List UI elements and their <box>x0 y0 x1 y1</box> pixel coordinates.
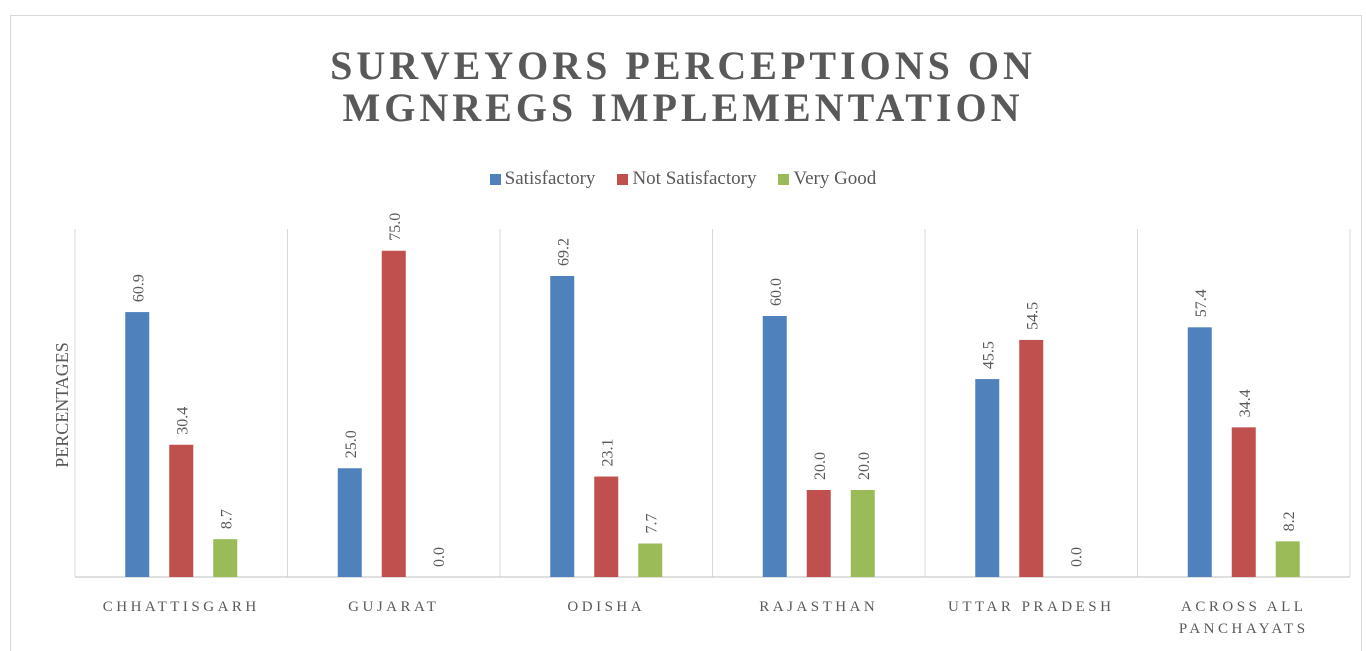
value-label: 34.4 <box>1237 389 1254 417</box>
x-tick-label: CHHATTISGARH <box>102 599 260 615</box>
bar <box>381 250 406 577</box>
value-label: 23.1 <box>599 439 616 467</box>
value-label: 8.2 <box>1281 511 1298 531</box>
legend-swatch <box>489 173 501 185</box>
bar <box>550 275 575 577</box>
value-label: 20.0 <box>856 452 873 480</box>
value-label: 75.0 <box>387 213 404 241</box>
legend-label: Very Good <box>793 168 877 189</box>
bar <box>1231 427 1256 577</box>
bar <box>638 543 663 577</box>
bar <box>1019 339 1044 577</box>
legend-item: Satisfactory <box>489 168 596 190</box>
x-tick-label: ACROSS ALL PANCHAYATS <box>1178 599 1309 637</box>
bar <box>337 468 362 577</box>
value-label: 30.4 <box>174 407 191 435</box>
value-label: 60.0 <box>768 278 785 306</box>
value-label: 0.0 <box>1068 547 1085 567</box>
value-label: 8.7 <box>218 509 235 529</box>
legend: Satisfactory Not Satisfactory Very Good <box>0 168 1366 190</box>
bar <box>762 316 787 577</box>
bar <box>975 379 1000 577</box>
x-tick-label: GUJARAT <box>348 599 440 615</box>
value-label: 54.5 <box>1024 302 1041 330</box>
legend-swatch <box>778 173 790 185</box>
bar <box>213 539 238 577</box>
bar <box>169 444 194 577</box>
bar <box>125 312 150 577</box>
x-tick-label: UTTAR PRADESH <box>948 599 1115 615</box>
bar <box>594 476 619 577</box>
chart-title: SURVEYORS PERCEPTIONS ON MGNREGS IMPLEME… <box>330 43 1036 130</box>
value-label: 69.2 <box>555 238 572 266</box>
value-label: 60.9 <box>130 274 147 302</box>
value-label: 0.0 <box>431 547 448 567</box>
bar <box>1275 541 1300 577</box>
legend-label: Not Satisfactory <box>632 168 757 189</box>
value-label: 7.7 <box>643 514 660 534</box>
legend-swatch <box>617 173 629 185</box>
legend-item: Not Satisfactory <box>617 168 756 190</box>
bar <box>850 490 875 577</box>
x-tick-label: RAJASTHAN <box>759 599 879 615</box>
value-label: 57.4 <box>1193 289 1210 317</box>
bar <box>1187 327 1212 577</box>
legend-label: Satisfactory <box>504 168 596 189</box>
legend-item: Very Good <box>778 168 876 190</box>
value-label: 45.5 <box>980 341 997 369</box>
y-axis-label: PERCENTAGES <box>52 342 72 468</box>
value-label: 25.0 <box>343 430 360 458</box>
x-tick-label: ODISHA <box>567 599 646 615</box>
value-label: 20.0 <box>812 452 829 480</box>
bar <box>806 490 831 577</box>
chart-frame <box>10 15 1362 651</box>
